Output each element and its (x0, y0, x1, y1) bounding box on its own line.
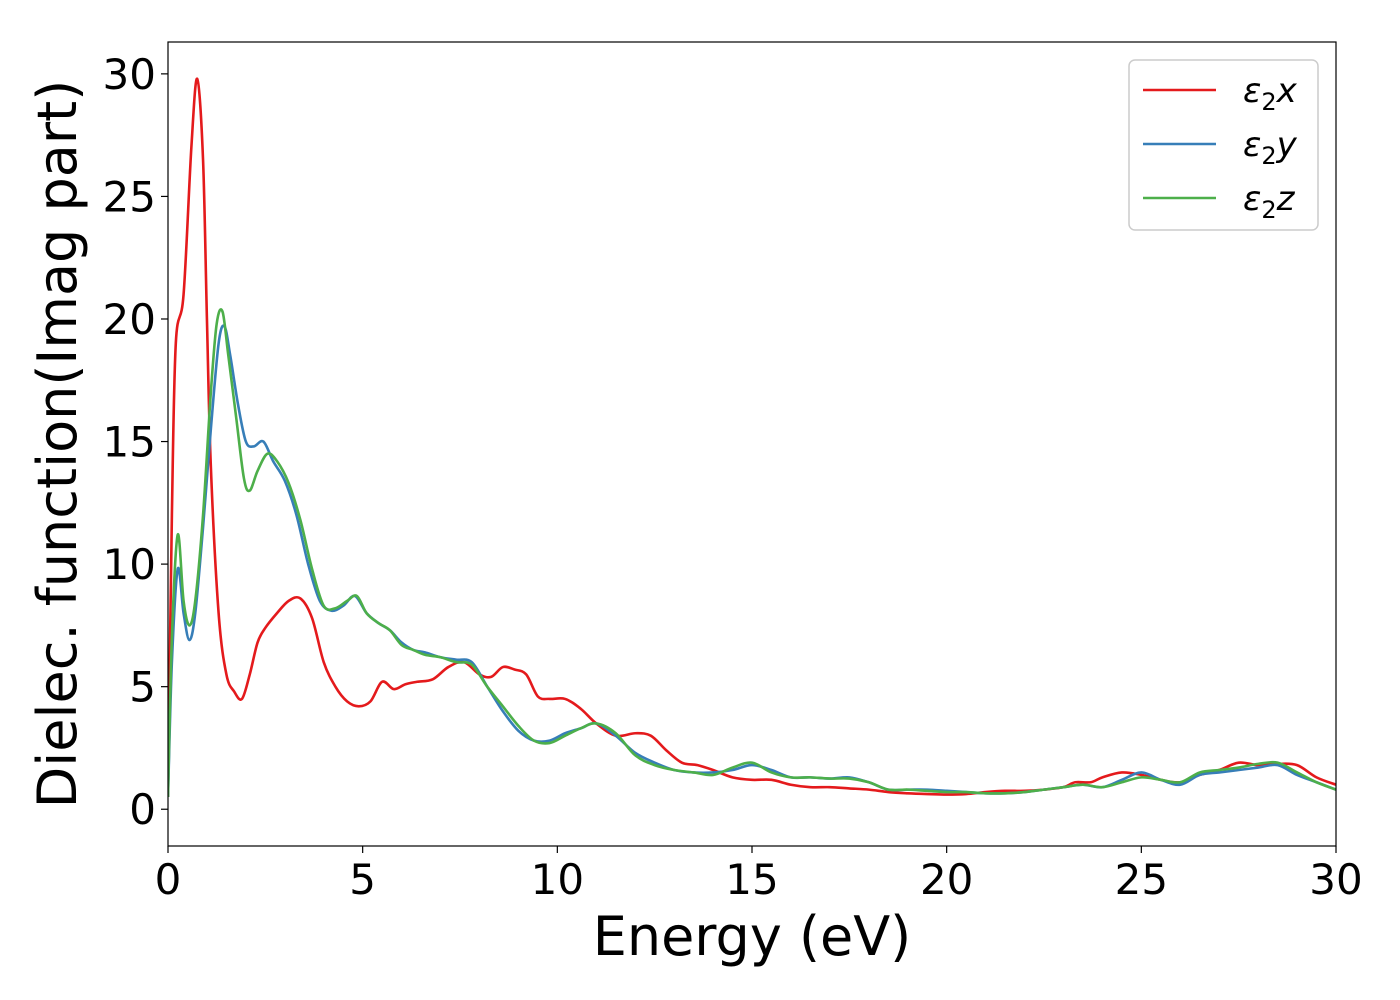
plot-lines (168, 77, 1336, 798)
legend-label-var: y (1276, 125, 1298, 165)
y-tick-label: 0 (129, 785, 156, 834)
legend-label-y: ε2y (1243, 125, 1298, 170)
legend-label-var: z (1276, 179, 1296, 219)
y-tick-label: 10 (103, 540, 156, 589)
x-tick-label: 5 (349, 855, 376, 904)
legend-label-base: ε (1243, 71, 1261, 111)
series-line-z (168, 308, 1336, 798)
x-axis-ticks: 0 5 10 15 20 25 30 (155, 846, 1363, 904)
legend-label-base: ε (1243, 125, 1261, 165)
x-tick-label: 0 (155, 855, 182, 904)
legend-label-var: x (1276, 71, 1298, 111)
y-tick-label: 5 (129, 663, 156, 712)
legend-label-base: ε (1243, 179, 1261, 219)
series-line-x (168, 77, 1336, 797)
y-tick-label: 25 (103, 172, 156, 221)
y-tick-label: 15 (103, 418, 156, 467)
y-tick-label: 20 (103, 295, 156, 344)
x-tick-label: 15 (725, 855, 778, 904)
legend-label-subscript: 2 (1261, 142, 1276, 170)
y-axis-ticks: 0 5 10 15 20 25 30 (103, 50, 168, 834)
y-axis-title: Dielec. function(Imag part) (26, 80, 89, 809)
x-tick-label: 20 (920, 855, 973, 904)
legend-label-z: ε2z (1243, 179, 1296, 224)
legend-label-x: ε2x (1243, 71, 1298, 116)
x-tick-label: 30 (1309, 855, 1362, 904)
x-tick-label: 25 (1115, 855, 1168, 904)
x-tick-label: 10 (531, 855, 584, 904)
legend-label-subscript: 2 (1261, 88, 1276, 116)
legend-label-subscript: 2 (1261, 196, 1276, 224)
legend-box (1128, 59, 1319, 231)
x-axis-title: Energy (eV) (593, 905, 912, 968)
y-tick-label: 30 (103, 50, 156, 99)
